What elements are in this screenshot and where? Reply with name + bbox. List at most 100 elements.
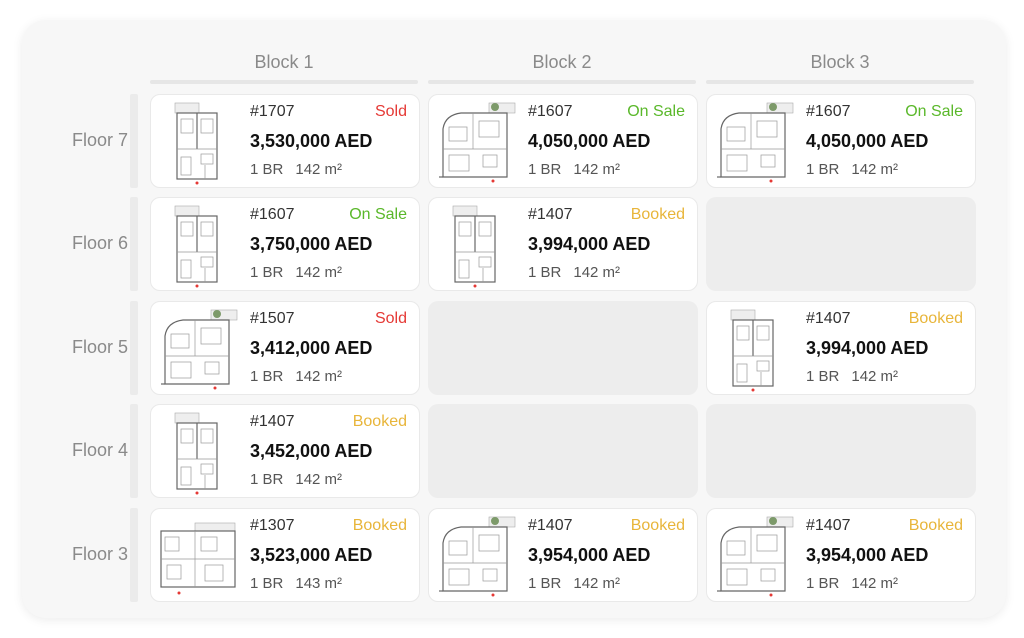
unit-details: 1 BR 142 m² (806, 575, 898, 592)
floor-plan-thumbnail (155, 202, 243, 288)
unit-card[interactable]: #1707 Sold 3,530,000 AED 1 BR 142 m² (150, 94, 420, 188)
floor-plan-thumbnail (155, 99, 243, 185)
unit-price: 4,050,000 AED (806, 131, 929, 151)
unit-area: 142 m² (295, 368, 343, 385)
floor-plan-thumbnail (155, 513, 243, 599)
unit-number: #1507 (250, 310, 295, 327)
unit-number: #1407 (250, 413, 295, 430)
bedroom-count: 1 BR (528, 264, 562, 281)
unit-details: 1 BR 142 m² (528, 575, 620, 592)
status-label: Sold (374, 103, 407, 120)
unit-details: 1 BR 142 m² (528, 161, 620, 178)
floor-plan-thumbnail (155, 306, 243, 392)
status-label: On Sale (349, 206, 407, 223)
floor-label-5: Floor 3 (71, 544, 128, 564)
unit-price: 3,954,000 AED (528, 545, 651, 565)
unit-price: 3,994,000 AED (528, 234, 651, 254)
unit-price: 3,412,000 AED (250, 338, 373, 358)
status-label: Sold (374, 310, 407, 327)
unit-number: #1307 (250, 517, 295, 534)
unit-area: 142 m² (851, 368, 899, 385)
floor-row-marker (130, 94, 138, 188)
floor-plan-thumbnail (711, 306, 799, 392)
empty-unit-slot (428, 301, 698, 395)
unit-card[interactable]: #1607 On Sale 3,750,000 AED 1 BR 142 m² (150, 197, 420, 291)
unit-card[interactable]: #1607 On Sale 4,050,000 AED 1 BR 142 m² (706, 94, 976, 188)
floor-plan-thumbnail (433, 513, 521, 599)
floor-label-1: Floor 7 (71, 130, 128, 150)
bedroom-count: 1 BR (806, 368, 840, 385)
status-label: Booked (630, 517, 685, 534)
column-header-block-2: Block 2 (532, 52, 592, 72)
unit-price: 3,994,000 AED (806, 338, 929, 358)
floor-label-2: Floor 6 (71, 233, 128, 253)
floor-plan-thumbnail (711, 99, 799, 185)
unit-number: #1707 (250, 103, 295, 120)
unit-card[interactable]: #1607 On Sale 4,050,000 AED 1 BR 142 m² (428, 94, 698, 188)
unit-area: 142 m² (573, 264, 621, 281)
bedroom-count: 1 BR (528, 161, 562, 178)
unit-card[interactable]: #1507 Sold 3,412,000 AED 1 BR 142 m² (150, 301, 420, 395)
unit-number: #1607 (806, 103, 851, 120)
unit-details: 1 BR 142 m² (250, 471, 342, 488)
unit-price: 4,050,000 AED (528, 131, 651, 151)
unit-card[interactable]: #1407 Booked 3,994,000 AED 1 BR 142 m² (428, 197, 698, 291)
unit-number: #1407 (806, 517, 851, 534)
unit-details: 1 BR 142 m² (250, 161, 342, 178)
status-label: Booked (908, 310, 963, 327)
bedroom-count: 1 BR (250, 471, 284, 488)
unit-area: 142 m² (295, 264, 343, 281)
empty-unit-slot (428, 404, 698, 498)
unit-price: 3,452,000 AED (250, 441, 373, 461)
unit-details: 1 BR 142 m² (250, 264, 342, 281)
unit-price: 3,530,000 AED (250, 131, 373, 151)
floor-plan-thumbnail (155, 409, 243, 495)
floor-plan-thumbnail (433, 202, 521, 288)
unit-price: 3,954,000 AED (806, 545, 929, 565)
unit-area: 142 m² (295, 161, 343, 178)
unit-details: 1 BR 142 m² (250, 368, 342, 385)
status-label: On Sale (627, 103, 685, 120)
unit-area: 142 m² (573, 575, 621, 592)
unit-card[interactable]: #1407 Booked 3,954,000 AED 1 BR 142 m² (706, 508, 976, 602)
bedroom-count: 1 BR (528, 575, 562, 592)
unit-details: 1 BR 142 m² (806, 368, 898, 385)
column-header-divider (706, 80, 974, 84)
unit-number: #1407 (528, 206, 573, 223)
floor-row-marker (130, 508, 138, 602)
unit-area: 142 m² (851, 161, 899, 178)
unit-area: 142 m² (295, 471, 343, 488)
column-header-block-3: Block 3 (810, 52, 870, 72)
column-header-divider (428, 80, 696, 84)
unit-details: 1 BR 143 m² (250, 575, 342, 592)
unit-card[interactable]: #1307 Booked 3,523,000 AED 1 BR 143 m² (150, 508, 420, 602)
unit-number: #1407 (806, 310, 851, 327)
floor-label-4: Floor 4 (71, 440, 128, 460)
unit-details: 1 BR 142 m² (528, 264, 620, 281)
unit-number: #1607 (250, 206, 295, 223)
bedroom-count: 1 BR (806, 575, 840, 592)
bedroom-count: 1 BR (250, 161, 284, 178)
floor-row-marker (130, 197, 138, 291)
bedroom-count: 1 BR (250, 264, 284, 281)
unit-area: 143 m² (295, 575, 343, 592)
floor-plan-thumbnail (433, 99, 521, 185)
column-header-divider (150, 80, 418, 84)
unit-card[interactable]: #1407 Booked 3,994,000 AED 1 BR 142 m² (706, 301, 976, 395)
floor-row-marker (130, 404, 138, 498)
unit-price: 3,750,000 AED (250, 234, 373, 254)
unit-card[interactable]: #1407 Booked 3,954,000 AED 1 BR 142 m² (428, 508, 698, 602)
unit-area: 142 m² (573, 161, 621, 178)
unit-price: 3,523,000 AED (250, 545, 373, 565)
status-label: Booked (630, 206, 685, 223)
status-label: On Sale (905, 103, 963, 120)
unit-area: 142 m² (851, 575, 899, 592)
unit-number: #1607 (528, 103, 573, 120)
unit-card[interactable]: #1407 Booked 3,452,000 AED 1 BR 142 m² (150, 404, 420, 498)
status-label: Booked (908, 517, 963, 534)
floor-plan-thumbnail (711, 513, 799, 599)
floor-row-marker (130, 301, 138, 395)
empty-unit-slot (706, 404, 976, 498)
column-header-block-1: Block 1 (254, 52, 314, 72)
unit-details: 1 BR 142 m² (806, 161, 898, 178)
